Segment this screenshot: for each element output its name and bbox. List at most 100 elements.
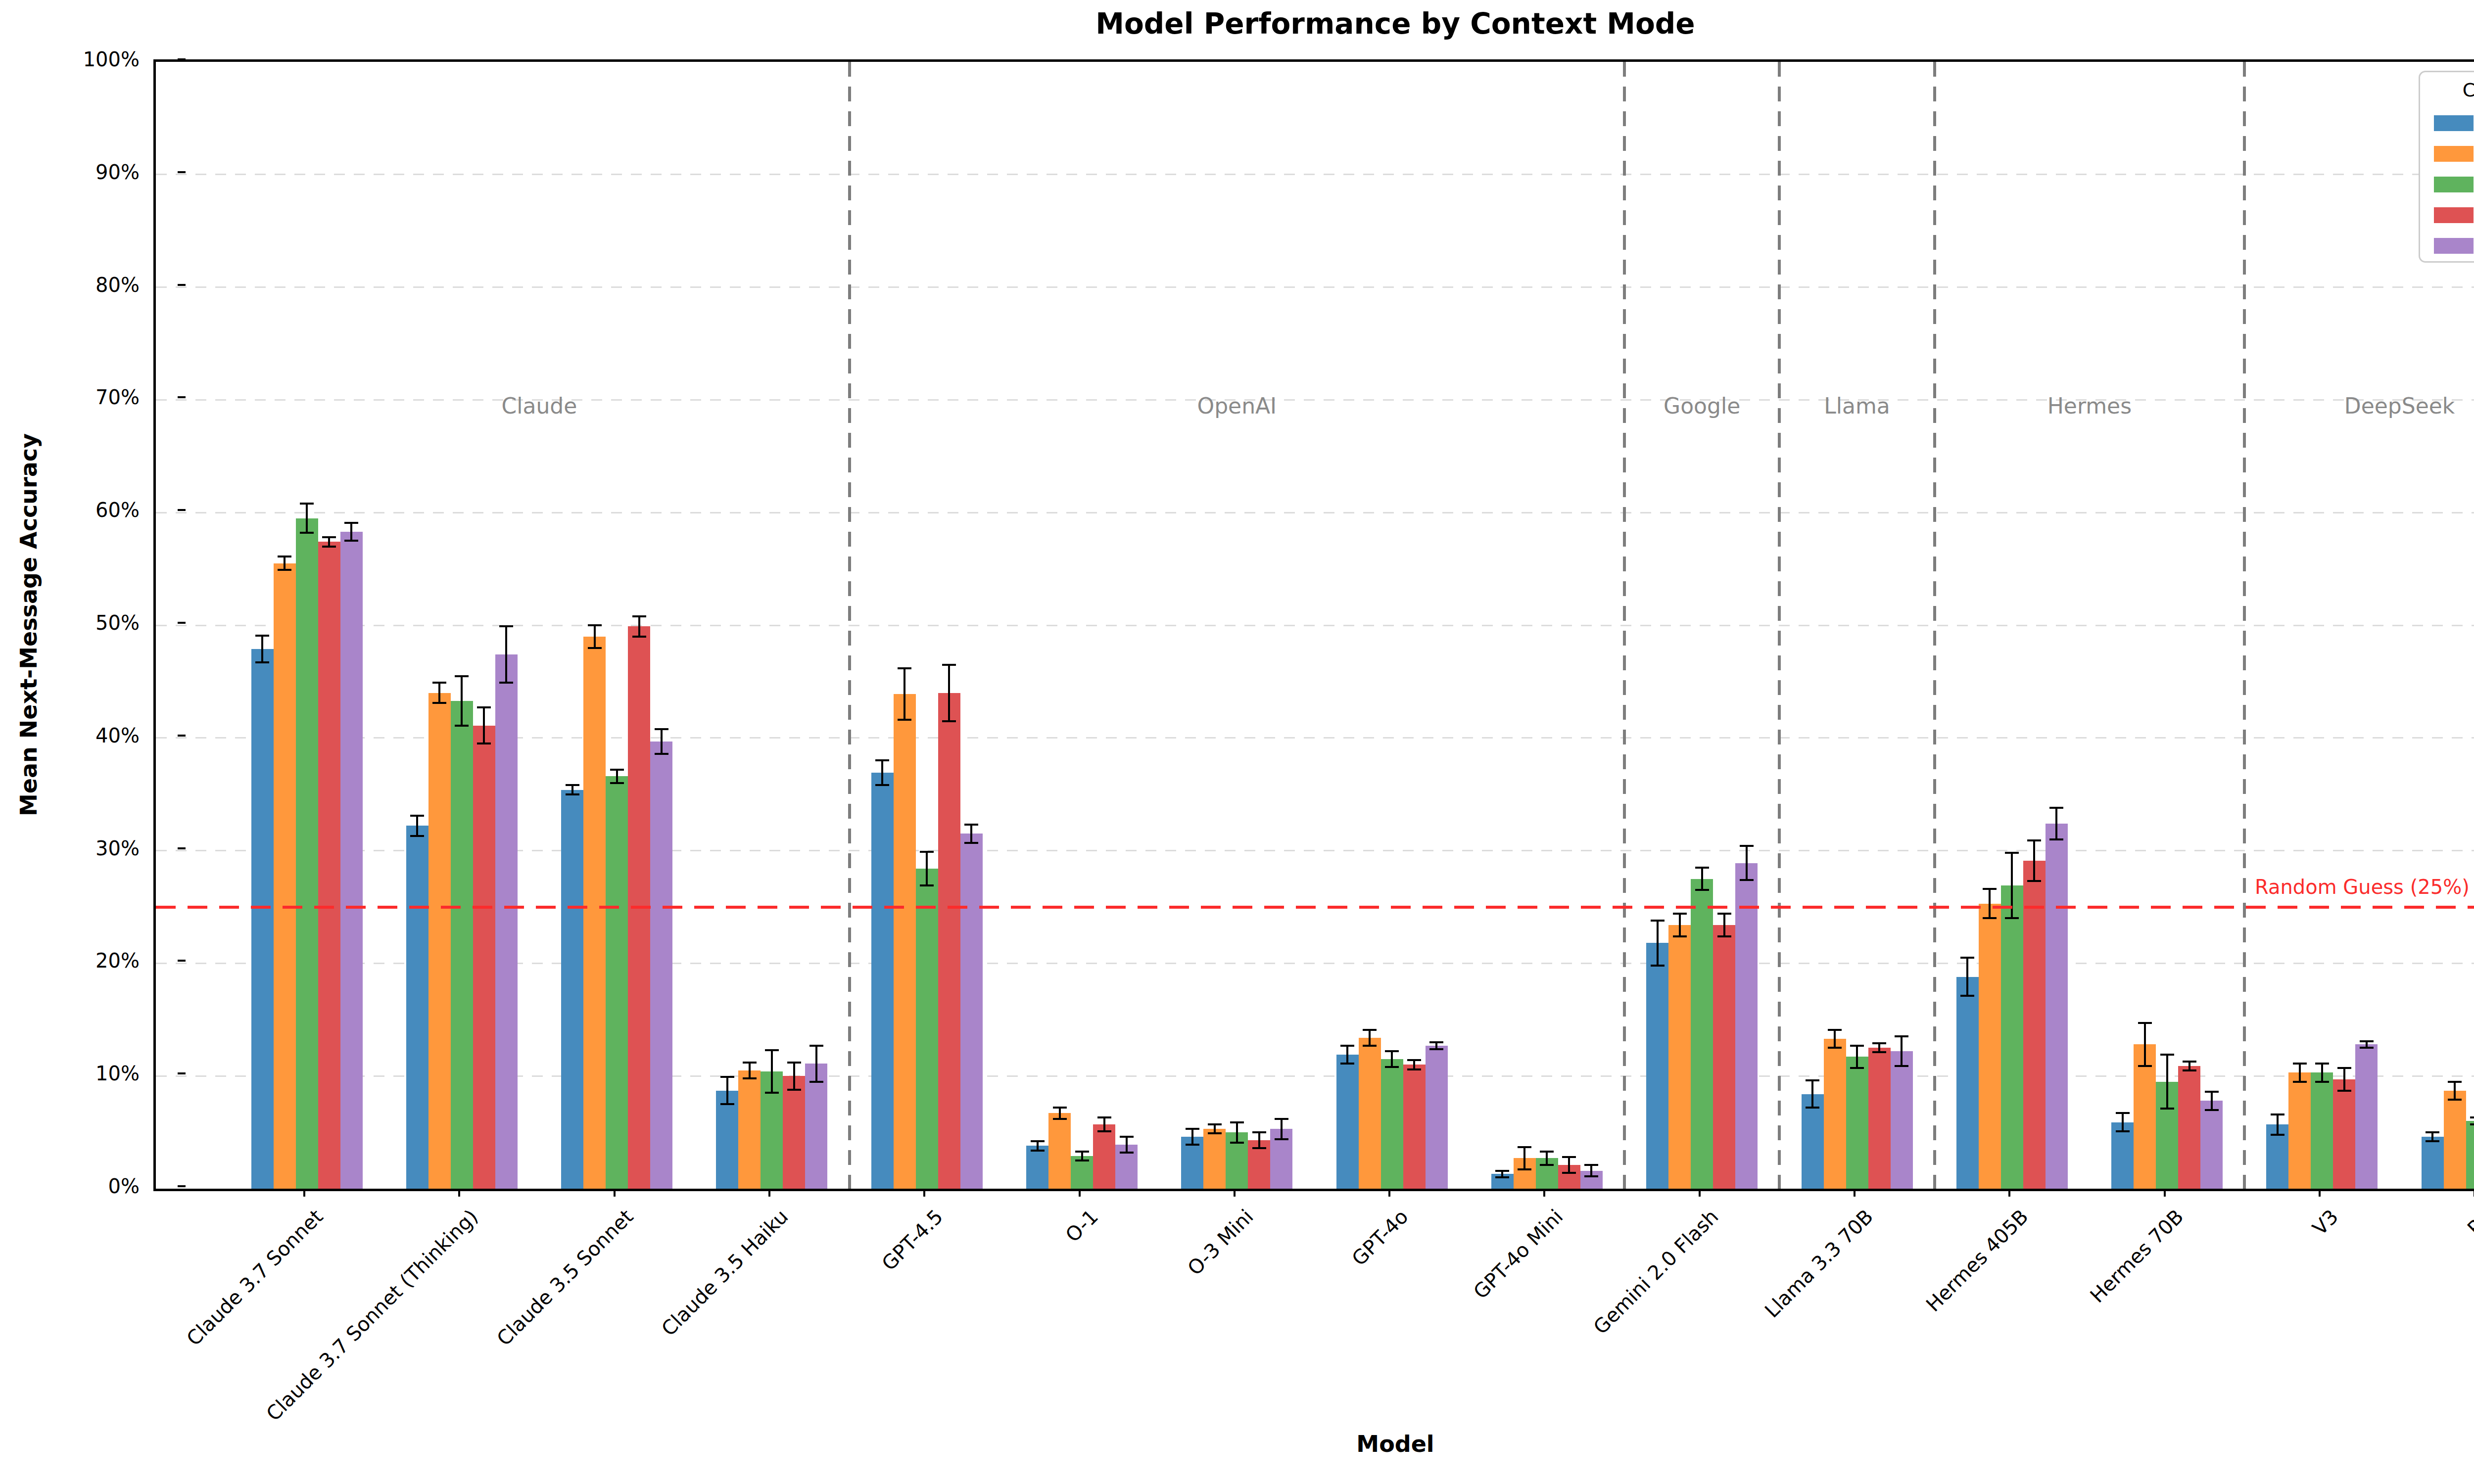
y-axis-label: Mean Next-Message Accuracy (15, 377, 42, 872)
error-cap-bottom-o-1-no-context (1031, 1150, 1045, 1152)
gridline-90 (156, 174, 2474, 175)
error-cap-top-gpt-4o-mini-100-summary (1584, 1164, 1598, 1166)
error-cap-top-llama-3-3-70b-50-raw (1828, 1029, 1842, 1031)
error-cap-top-r1-50-summary (2470, 1116, 2474, 1118)
error-bar-o-3-mini-100-raw (1258, 1132, 1260, 1148)
error-cap-top-gpt-4-5-50-raw (898, 667, 911, 669)
error-bar-claude-3-7-sonnet-thinking-100-summary (505, 626, 507, 683)
bar-gpt-4o-50-raw (1359, 1038, 1381, 1189)
error-cap-top-gpt-4o-50-raw (1363, 1029, 1377, 1031)
bar-claude-3-7-sonnet-thinking-100-raw (473, 726, 495, 1189)
bar-gemini-2-0-flash-100-summary (1735, 863, 1758, 1189)
error-bar-hermes-405b-no-context (1966, 958, 1968, 996)
error-cap-bottom-r1-no-context (2426, 1140, 2439, 1142)
error-bar-hermes-405b-100-summary (2055, 808, 2057, 839)
y-tick-100 (178, 58, 186, 60)
error-bar-claude-3-7-sonnet-100-summary (350, 523, 352, 541)
error-cap-bottom-gemini-2-0-flash-50-summary (1695, 889, 1709, 891)
error-cap-top-v3-100-summary (2360, 1040, 2374, 1042)
x-tick-gpt-4-5 (923, 1189, 925, 1197)
error-cap-top-v3-100-raw (2337, 1067, 2351, 1069)
error-cap-top-llama-3-3-70b-50-summary (1850, 1045, 1864, 1047)
error-bar-claude-3-7-sonnet-50-summary (306, 504, 308, 533)
error-cap-bottom-claude-3-5-sonnet-50-summary (610, 782, 624, 784)
error-bar-claude-3-7-sonnet-no-context (261, 636, 263, 663)
error-cap-top-hermes-405b-no-context (1960, 957, 1974, 959)
error-bar-llama-3-3-70b-100-summary (1901, 1036, 1903, 1066)
x-tick-label-llama-3-3-70b: Llama 3.3 70B (1760, 1205, 1878, 1322)
error-bar-claude-3-7-sonnet-thinking-50-summary (461, 676, 463, 726)
bar-gemini-2-0-flash-no-context (1646, 943, 1668, 1189)
error-bar-o-1-50-raw (1059, 1108, 1061, 1119)
bar-llama-3-3-70b-50-raw (1824, 1039, 1846, 1189)
error-cap-bottom-v3-100-raw (2337, 1090, 2351, 1092)
error-cap-bottom-claude-3-5-haiku-50-raw (743, 1077, 757, 1079)
bar-claude-3-5-haiku-no-context (716, 1091, 738, 1189)
x-tick-label-gpt-4o-mini: GPT-4o Mini (1469, 1205, 1568, 1303)
error-bar-llama-3-3-70b-no-context (1811, 1080, 1813, 1108)
error-cap-top-hermes-405b-50-raw (1983, 888, 1997, 890)
error-cap-bottom-r1-50-raw (2448, 1099, 2462, 1101)
legend-item-50-raw: 50 Raw (2420, 139, 2474, 169)
bar-hermes-405b-100-summary (2046, 824, 2068, 1189)
y-tick-30 (178, 847, 186, 849)
x-tick-gemini-2-0-flash (1699, 1189, 1701, 1197)
x-tick-label-gpt-4o: GPT-4o (1347, 1205, 1413, 1270)
bar-claude-3-7-sonnet-100-summary (340, 532, 363, 1189)
error-bar-claude-3-5-haiku-50-raw (749, 1063, 751, 1078)
error-cap-top-gemini-2-0-flash-100-raw (1717, 913, 1731, 915)
error-cap-top-gpt-4-5-no-context (875, 759, 889, 761)
error-cap-bottom-gpt-4o-mini-100-raw (1562, 1172, 1576, 1174)
error-cap-top-o-1-100-summary (1120, 1136, 1134, 1138)
error-cap-top-o-3-mini-50-raw (1208, 1123, 1222, 1125)
error-cap-bottom-r1-50-summary (2470, 1123, 2474, 1125)
error-cap-bottom-gpt-4-5-50-summary (920, 884, 934, 886)
error-bar-gpt-4-5-50-summary (926, 852, 928, 885)
error-cap-bottom-hermes-405b-no-context (1960, 995, 1974, 997)
bar-claude-3-7-sonnet-thinking-50-summary (451, 701, 473, 1189)
error-cap-top-gpt-4o-mini-50-summary (1540, 1151, 1554, 1153)
bar-claude-3-7-sonnet-no-context (251, 649, 274, 1189)
error-cap-bottom-gemini-2-0-flash-no-context (1651, 965, 1665, 967)
error-cap-bottom-hermes-405b-50-raw (1983, 917, 1997, 919)
vendor-label-openai: OpenAI (1197, 393, 1277, 418)
error-cap-top-gpt-4o-no-context (1340, 1045, 1354, 1047)
x-tick-gpt-4o-mini (1543, 1189, 1545, 1197)
bar-llama-3-3-70b-50-summary (1846, 1057, 1868, 1189)
y-tick-label-40: 40% (95, 724, 140, 747)
vendor-separator-google (1623, 62, 1626, 1189)
bar-claude-3-7-sonnet-thinking-no-context (406, 826, 428, 1189)
error-cap-bottom-o-3-mini-50-raw (1208, 1132, 1222, 1134)
error-cap-bottom-o-3-mini-no-context (1186, 1144, 1199, 1146)
error-bar-gpt-4-5-100-summary (970, 825, 972, 842)
error-cap-top-o-3-mini-100-summary (1275, 1118, 1288, 1120)
error-cap-top-v3-no-context (2271, 1113, 2284, 1115)
error-cap-bottom-gpt-4o-mini-50-summary (1540, 1164, 1554, 1166)
error-cap-top-claude-3-5-sonnet-no-context (566, 784, 579, 786)
error-cap-top-claude-3-7-sonnet-thinking-50-summary (455, 675, 469, 677)
error-bar-v3-50-summary (2321, 1064, 2323, 1081)
error-cap-bottom-o-1-100-summary (1120, 1152, 1134, 1154)
y-tick-label-80: 80% (95, 274, 140, 296)
error-cap-top-claude-3-5-sonnet-50-raw (588, 624, 602, 626)
error-cap-bottom-claude-3-5-haiku-50-summary (765, 1092, 779, 1094)
y-tick-60 (178, 509, 186, 511)
vendor-label-google: Google (1664, 393, 1740, 418)
error-cap-bottom-o-1-50-summary (1075, 1159, 1089, 1161)
bar-gpt-4-5-100-summary (960, 834, 983, 1189)
error-cap-bottom-llama-3-3-70b-100-raw (1872, 1051, 1886, 1053)
bar-claude-3-5-sonnet-no-context (561, 790, 583, 1189)
error-bar-gemini-2-0-flash-no-context (1657, 921, 1659, 966)
error-bar-o-3-mini-50-summary (1236, 1122, 1238, 1143)
bar-r1-50-raw (2444, 1091, 2466, 1189)
x-tick-label-gpt-4-5: GPT-4.5 (877, 1205, 947, 1275)
legend-item-100-raw: 100 Raw (2420, 200, 2474, 231)
vendor-separator-hermes (1933, 62, 1936, 1189)
error-cap-top-hermes-405b-100-summary (2049, 807, 2063, 809)
error-cap-bottom-claude-3-5-sonnet-no-context (566, 793, 579, 795)
y-tick-label-70: 70% (95, 386, 140, 409)
error-bar-llama-3-3-70b-50-raw (1834, 1030, 1836, 1048)
error-cap-bottom-gpt-4o-mini-100-summary (1584, 1175, 1598, 1177)
error-bar-hermes-70b-50-raw (2144, 1023, 2146, 1066)
bar-claude-3-5-sonnet-50-summary (606, 776, 628, 1189)
